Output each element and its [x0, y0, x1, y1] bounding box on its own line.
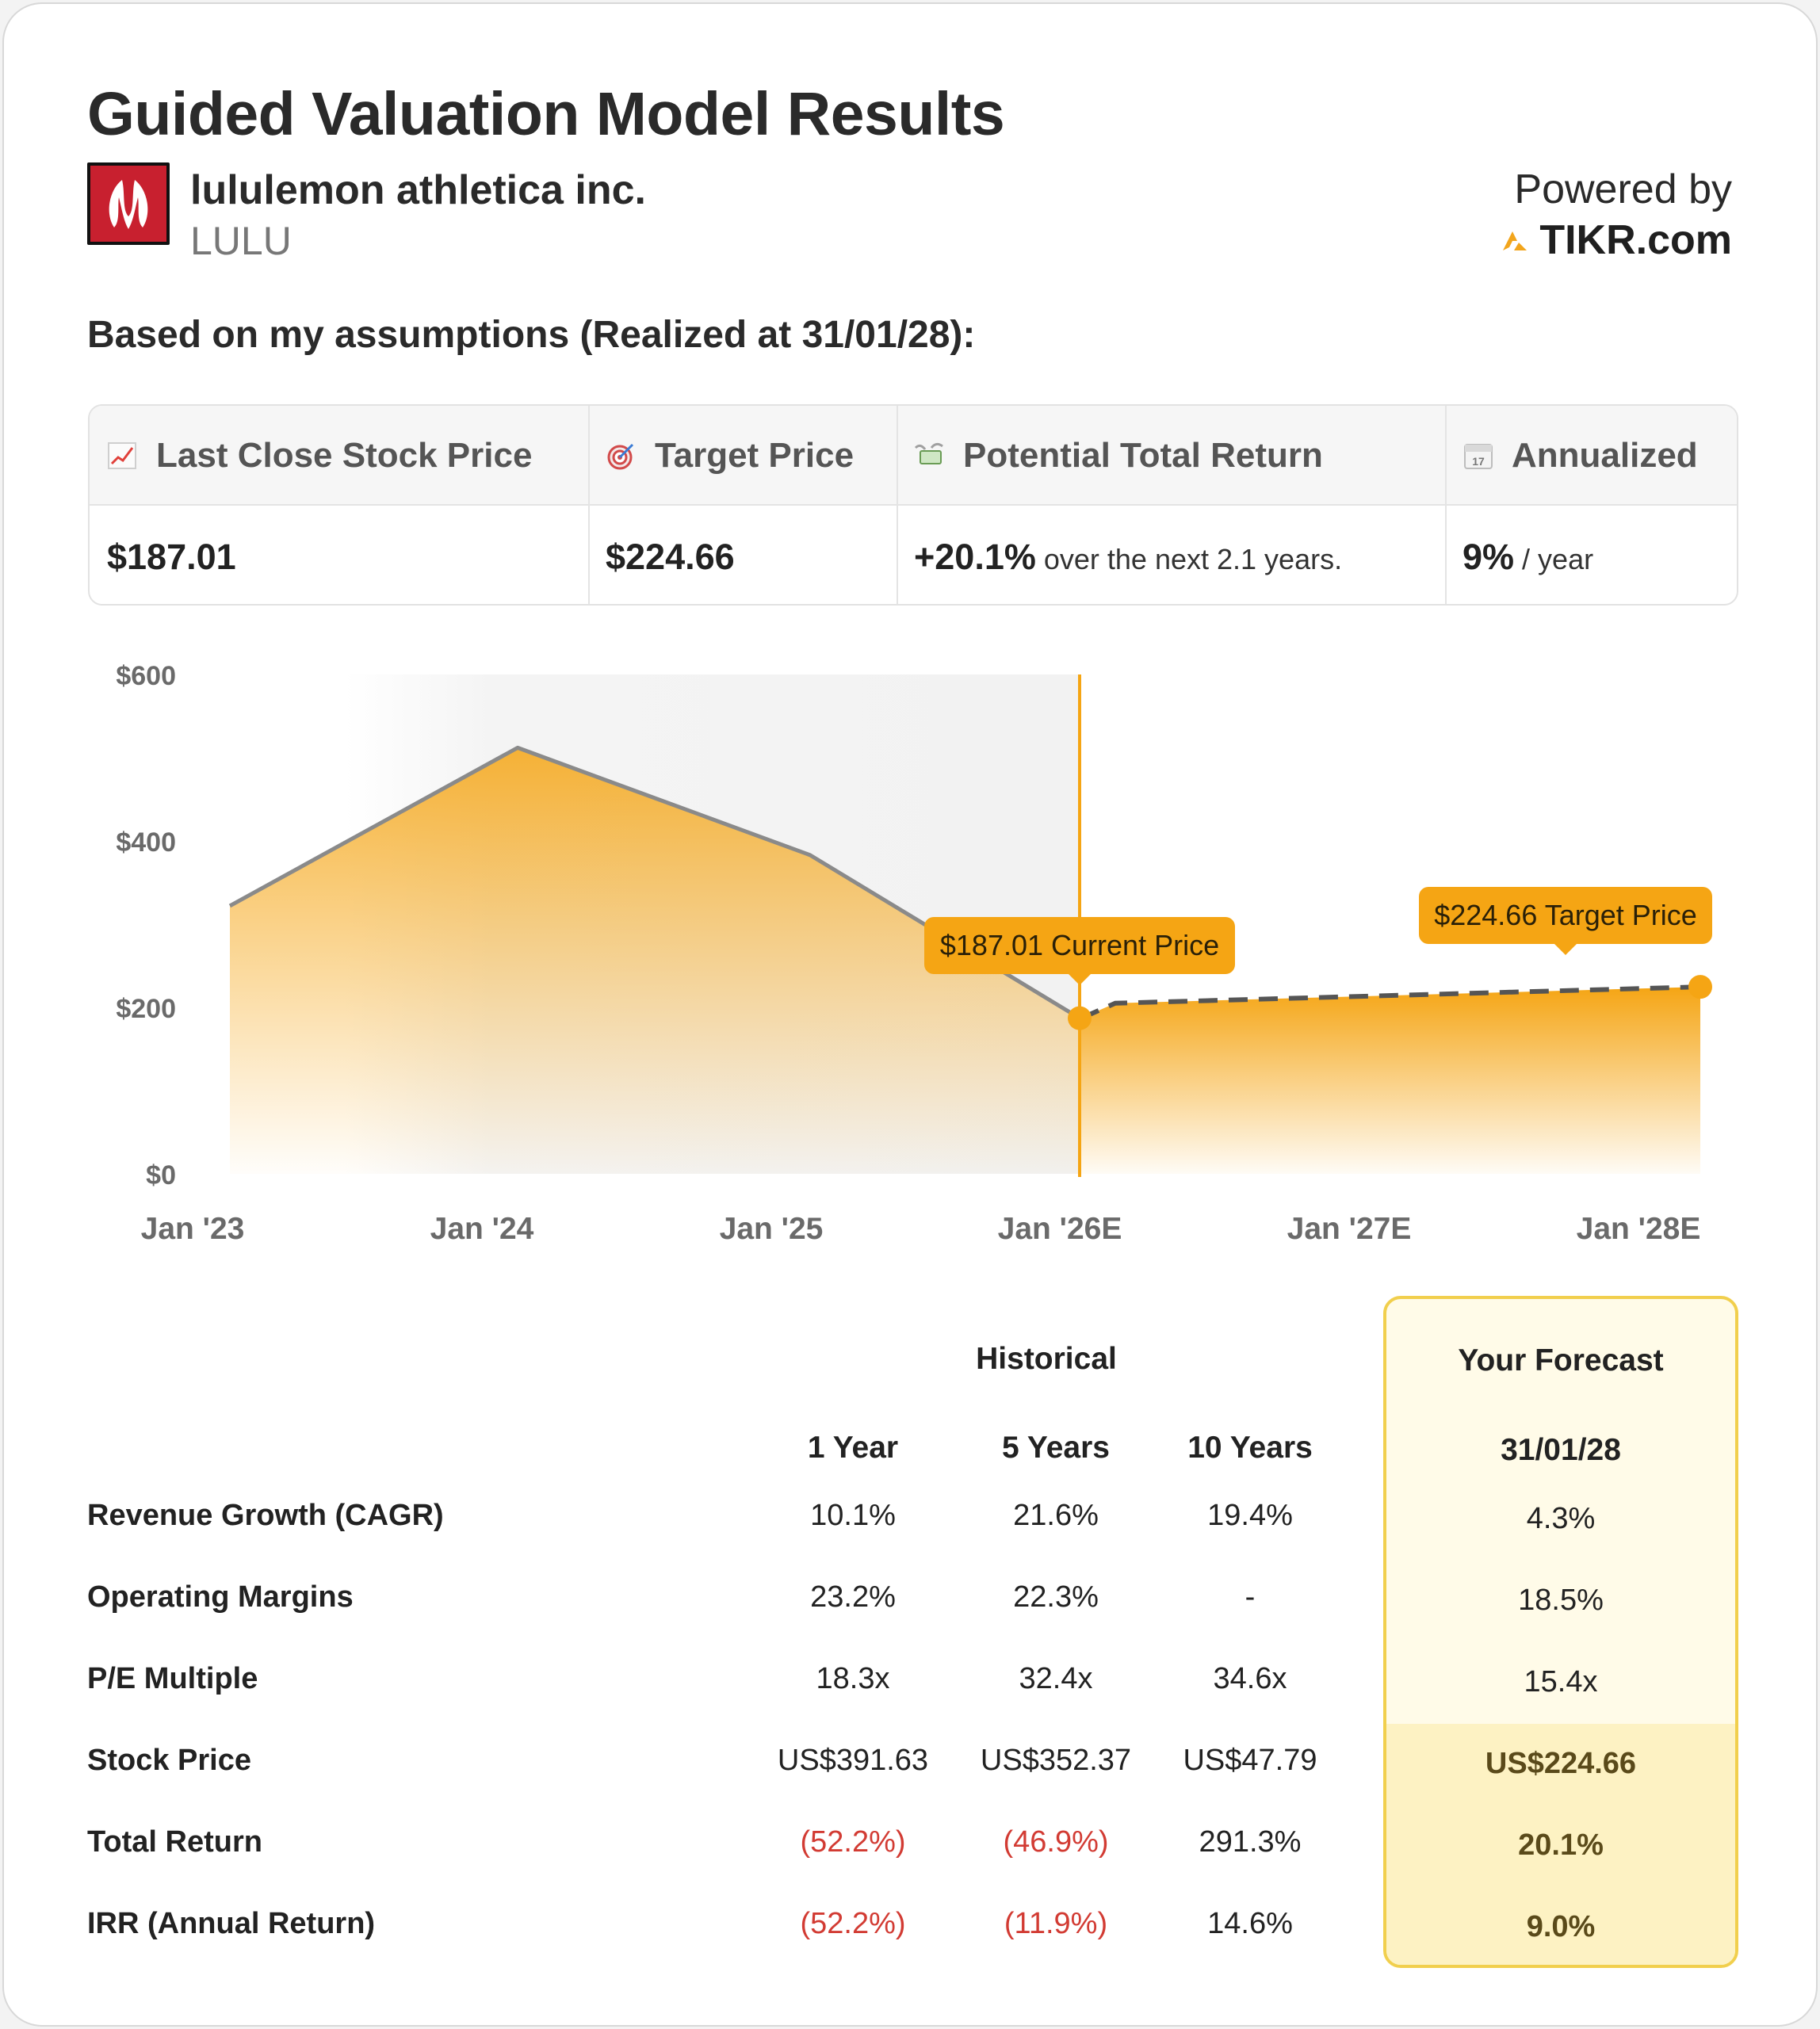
stat-label: Annualized: [1512, 436, 1698, 475]
metric-cell: US$391.63: [777, 1744, 929, 1777]
current-price-label-pointer: [1069, 974, 1091, 985]
historical-area: [230, 747, 1080, 1174]
calendar-icon: 17: [1464, 444, 1493, 469]
x-tick-label: Jan '25: [720, 1212, 824, 1246]
metric-cell: (52.2%): [800, 1825, 906, 1859]
metric-cell: (52.2%): [800, 1907, 906, 1940]
metric-cell: (11.9%): [1004, 1907, 1108, 1940]
x-tick-label: Jan '24: [430, 1212, 534, 1246]
y-tick-label: $200: [116, 994, 176, 1024]
metric-cell: 32.4x: [1019, 1662, 1093, 1695]
period-header-1-year: 1 Year: [807, 1431, 899, 1465]
stat-value: $187.01: [107, 537, 236, 577]
x-tick-label: Jan '26E: [998, 1212, 1122, 1246]
price-chart: $187.01 Current Price $224.66 Target Pric…: [116, 661, 1712, 1246]
forecast-cell: 20.1%: [1518, 1828, 1604, 1862]
stat-target-price: Target Price $224.66: [588, 406, 897, 604]
target-price-point: [1688, 975, 1712, 999]
chart-increasing-icon: [108, 442, 136, 469]
target-price-label-bg: [1419, 887, 1712, 944]
period-header-5-years: 5 Years: [1002, 1431, 1110, 1465]
forecast-area: [1081, 987, 1700, 1174]
y-tick-label: $400: [116, 827, 176, 858]
forecast-cell: 9.0%: [1526, 1910, 1596, 1943]
forecast-cell: US$224.66: [1485, 1747, 1637, 1780]
forecast-cell: 4.3%: [1526, 1502, 1596, 1535]
lululemon-logo-icon: [87, 162, 170, 245]
target-price-label: $224.66 Target Price: [1434, 899, 1697, 931]
stat-value: 9%: [1462, 537, 1515, 577]
stat-suffix: over the next 2.1 years.: [1043, 543, 1343, 575]
metric-cell: 34.6x: [1213, 1662, 1287, 1695]
stat-value: $224.66: [606, 537, 735, 577]
stat-label: Target Price: [655, 436, 855, 475]
forecast-results-highlight: [1386, 1724, 1735, 1965]
stat-label: Potential Total Return: [963, 436, 1323, 475]
forecast-date-header: 31/01/28: [1501, 1433, 1621, 1467]
tikr-brand-text: TIKR.com: [1539, 217, 1732, 263]
period-header-10-years: 10 Years: [1187, 1431, 1313, 1465]
svg-text:17: 17: [1472, 455, 1485, 468]
forecast-header: Your Forecast: [1458, 1343, 1664, 1378]
metric-cell: US$47.79: [1183, 1744, 1317, 1777]
page-title: Guided Valuation Model Results: [87, 80, 1005, 148]
y-tick-label: $0: [146, 1160, 176, 1190]
money-with-wings-icon: [914, 442, 943, 464]
current-price-label-bg: [924, 917, 1235, 974]
tikr-brand-link[interactable]: TIKR.com: [1501, 216, 1732, 264]
current-price-point: [1068, 1006, 1092, 1030]
direct-hit-target-icon: [607, 443, 634, 470]
x-tick-label: Jan '28E: [1577, 1212, 1701, 1246]
summary-header-row: [90, 406, 1737, 506]
metric-cell: 14.6%: [1207, 1907, 1293, 1940]
metric-row-label: Total Return: [87, 1825, 262, 1859]
forecast-column-panel: [1383, 1296, 1738, 1968]
stat-suffix: / year: [1522, 543, 1594, 575]
historical-header: Historical: [976, 1342, 1117, 1376]
metric-row-label: IRR (Annual Return): [87, 1907, 376, 1940]
forecast-cell: 18.5%: [1518, 1584, 1604, 1617]
tikr-logo-icon: [1503, 231, 1528, 250]
powered-by-label: Powered by: [1514, 166, 1732, 212]
metric-row-label: Revenue Growth (CAGR): [87, 1499, 444, 1532]
current-price-label: $187.01 Current Price: [940, 929, 1219, 961]
company-name: lululemon athletica inc.: [190, 167, 646, 213]
forecast-dashed-line: [1080, 984, 1701, 1021]
assumptions-heading: Based on my assumptions (Realized at 31/…: [87, 314, 976, 356]
target-price-label-pointer: [1554, 944, 1577, 955]
metric-cell: 21.6%: [1013, 1499, 1099, 1532]
stat-label: Last Close Stock Price: [156, 436, 533, 475]
summary-stats-table: Last Close Stock Price $187.01 Target Pr…: [88, 404, 1738, 606]
metric-cell: 22.3%: [1013, 1580, 1099, 1614]
metric-row-label: P/E Multiple: [87, 1662, 258, 1695]
stat-last-close: Last Close Stock Price $187.01: [90, 406, 588, 604]
metric-cell: 23.2%: [810, 1580, 896, 1614]
metric-cell: US$352.37: [980, 1744, 1132, 1777]
x-tick-label: Jan '23: [141, 1212, 245, 1246]
metric-cell: -: [1245, 1580, 1256, 1614]
metric-row-label: Operating Margins: [87, 1580, 354, 1614]
metric-cell: (46.9%): [1003, 1825, 1109, 1859]
metric-row-label: Stock Price: [87, 1744, 251, 1777]
metric-cell: 10.1%: [810, 1499, 896, 1532]
stat-total-return: Potential Total Return +20.1% over the ne…: [897, 406, 1445, 604]
metric-cell: 19.4%: [1207, 1499, 1293, 1532]
x-tick-label: Jan '27E: [1287, 1212, 1412, 1246]
stat-annualized: 17 Annualized 9% / year: [1445, 406, 1737, 604]
metric-cell: 291.3%: [1199, 1825, 1302, 1859]
stat-value: +20.1%: [914, 537, 1036, 577]
company-ticker: LULU: [190, 219, 292, 263]
forecast-cell: 15.4x: [1524, 1665, 1598, 1698]
metric-cell: 18.3x: [816, 1662, 890, 1695]
y-tick-label: $600: [116, 661, 176, 691]
